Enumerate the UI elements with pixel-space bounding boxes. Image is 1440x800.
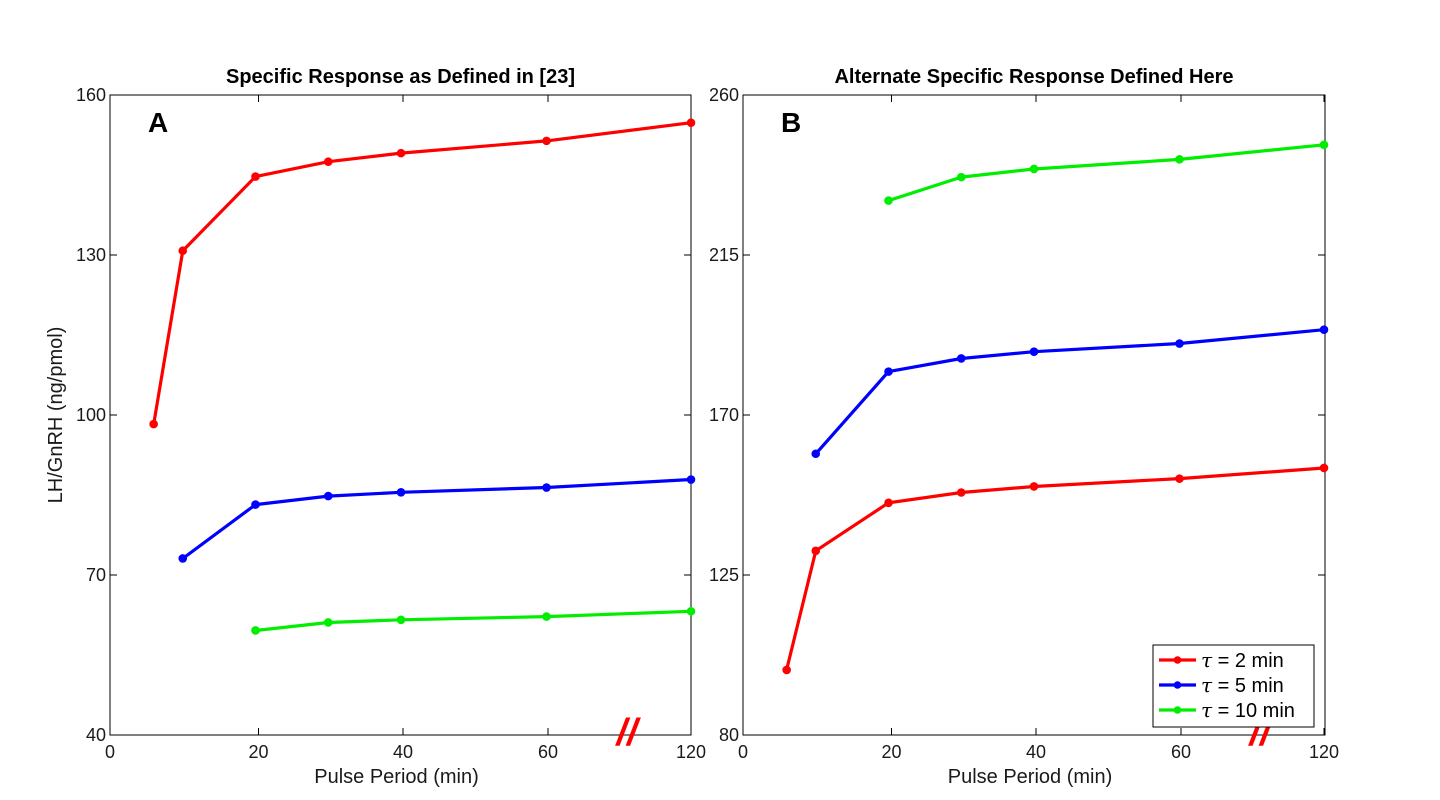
plot-frame — [109, 94, 692, 736]
chart-panel-a: Specific Response as Defined in [23] A 40 7… — [45, 66, 706, 788]
data-point — [884, 367, 893, 376]
data-point — [956, 488, 966, 497]
x-tick-label: 120 — [676, 742, 706, 762]
data-point — [149, 419, 158, 429]
x-tick-label: 20 — [881, 742, 901, 762]
data-point — [542, 136, 551, 146]
data-point — [251, 626, 260, 635]
legend-label: = 5 min — [1212, 675, 1284, 697]
legend-marker — [1173, 681, 1182, 689]
chart-title: Alternate Specific Response Defined Here — [834, 66, 1233, 88]
data-point — [1029, 164, 1039, 174]
data-point — [1029, 347, 1039, 357]
data-point — [686, 475, 696, 484]
chart-panel-b: Alternate Specific Response Defined Here… — [709, 66, 1339, 788]
legend-label: = 2 min — [1212, 650, 1284, 672]
legend-symbol: τ — [1201, 698, 1213, 722]
data-point — [323, 491, 333, 501]
data-point — [1319, 140, 1329, 150]
data-point — [1319, 325, 1329, 334]
data-point — [956, 354, 966, 363]
data-point — [686, 118, 696, 128]
x-tick-label: 120 — [1309, 742, 1339, 762]
panel-letter: B — [781, 107, 801, 138]
data-point — [811, 546, 821, 556]
x-tick-label: 60 — [1171, 742, 1191, 762]
y-tick-label: 160 — [76, 85, 106, 105]
series-line — [814, 328, 1325, 455]
y-tick-label: 130 — [76, 245, 106, 265]
data-point — [323, 618, 333, 627]
data-point — [884, 196, 893, 205]
legend-entry: τ = 10 min — [1201, 698, 1295, 722]
data-point — [884, 498, 893, 508]
x-tick-label: 40 — [1026, 742, 1046, 762]
data-point — [396, 615, 406, 625]
series-line — [181, 477, 692, 560]
data-point — [956, 172, 966, 182]
data-point — [1175, 155, 1184, 164]
y-tick-label: 260 — [709, 85, 739, 105]
y-tick-label: 125 — [709, 565, 739, 585]
data-point — [1319, 463, 1329, 473]
series-0 — [149, 118, 696, 429]
series-2 — [884, 140, 1329, 205]
y-tick-label: 70 — [86, 565, 106, 585]
data-point — [1029, 482, 1039, 491]
y-tick-label: 215 — [709, 245, 739, 265]
y-tick-label: 100 — [76, 405, 106, 425]
legend-entry: τ = 5 min — [1201, 673, 1284, 697]
axis-break-marker: // — [614, 712, 641, 754]
plot-frame — [742, 94, 1326, 736]
series-line — [785, 466, 1325, 671]
y-tick-label: 170 — [709, 405, 739, 425]
series-line — [255, 609, 692, 633]
legend-symbol: τ — [1201, 648, 1213, 672]
data-point — [1175, 474, 1184, 483]
legend-symbol: τ — [1201, 673, 1213, 697]
legend-marker — [1173, 706, 1182, 714]
data-point — [396, 148, 406, 158]
x-tick-label: 20 — [248, 742, 268, 762]
data-point — [323, 157, 333, 166]
series-2 — [251, 606, 696, 635]
panel-letter: A — [148, 107, 168, 138]
x-tick-label: 0 — [738, 742, 748, 762]
x-axis-label: Pulse Period (min) — [314, 766, 479, 788]
x-tick-label: 0 — [105, 742, 115, 762]
series-line — [152, 121, 692, 425]
data-point — [1175, 339, 1184, 348]
data-point — [251, 500, 260, 509]
legend-entry: τ = 2 min — [1201, 648, 1284, 672]
series-0 — [782, 463, 1329, 675]
series-1 — [178, 475, 696, 563]
x-axis-label: Pulse Period (min) — [948, 766, 1113, 788]
series-line — [888, 143, 1325, 203]
data-point — [178, 246, 188, 256]
x-tick-label: 40 — [393, 742, 413, 762]
series-1 — [811, 325, 1329, 459]
data-point — [542, 483, 551, 492]
chart-title: Specific Response as Defined in [23] — [226, 66, 575, 88]
data-point — [251, 172, 260, 181]
data-point — [178, 554, 188, 563]
legend-label: = 10 min — [1212, 700, 1295, 722]
data-point — [782, 665, 791, 675]
x-tick-label: 60 — [538, 742, 558, 762]
data-point — [811, 449, 821, 459]
data-point — [542, 612, 551, 621]
y-tick-label: 80 — [719, 725, 739, 745]
legend-marker — [1173, 656, 1182, 664]
y-axis-label: LH/GnRH (ng/pmol) — [45, 327, 67, 504]
data-point — [396, 488, 406, 497]
data-point — [686, 606, 696, 616]
y-tick-label: 40 — [86, 725, 106, 745]
